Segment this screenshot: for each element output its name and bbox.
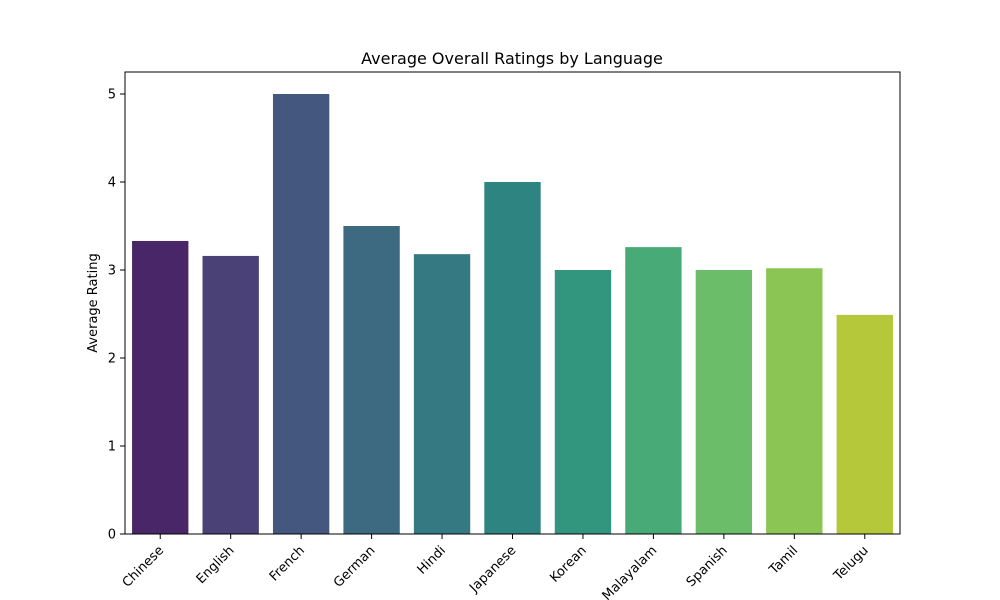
x-tick-label-japanese: Japanese: [466, 543, 519, 596]
bar-hindi: [413, 254, 471, 534]
y-tick-label: 5: [108, 88, 116, 103]
bar-malayalam: [625, 247, 682, 534]
bar-tamil: [766, 268, 823, 534]
y-axis: 0 1 2 3 4 5: [108, 88, 125, 543]
x-tick-label-english: English: [194, 543, 238, 587]
chart-title: Average Overall Ratings by Language: [361, 49, 663, 68]
bar-german: [343, 226, 400, 534]
x-tick-label-spanish: Spanish: [684, 543, 731, 590]
bar-french: [272, 94, 330, 534]
x-tick-label-malayalam: Malayalam: [600, 543, 661, 600]
x-axis: Chinese English French German Hindi Japanese K…: [120, 534, 872, 600]
x-tick-label-tamil: Tamil: [766, 543, 801, 578]
bar-english: [202, 255, 259, 535]
y-tick-label: 3: [108, 264, 116, 279]
x-tick-label-french: French: [267, 543, 308, 584]
y-tick-label: 2: [108, 352, 116, 367]
y-axis-label: Average Rating: [86, 253, 101, 352]
bar-japanese: [484, 182, 541, 534]
y-tick-label: 0: [108, 528, 116, 543]
x-tick-label-german: German: [331, 543, 378, 590]
x-tick-label-telugu: Telugu: [831, 543, 872, 584]
bars-group: [132, 94, 893, 535]
x-tick-label-hindi: Hindi: [415, 543, 449, 577]
x-tick-label-chinese: Chinese: [120, 543, 167, 590]
bar-telugu: [836, 314, 893, 534]
bar-chinese: [132, 240, 189, 534]
y-tick-label: 1: [108, 440, 116, 455]
x-tick-label-korean: Korean: [547, 543, 589, 585]
bar-spanish: [695, 270, 753, 534]
bar-korean: [554, 270, 612, 534]
y-tick-label: 4: [108, 176, 116, 191]
